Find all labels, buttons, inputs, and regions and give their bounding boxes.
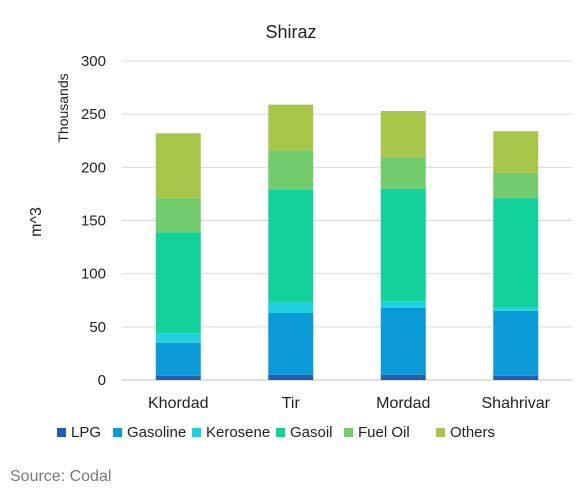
y-tick-labels: 0 50 100 150 200 250 300: [81, 53, 106, 389]
bar-segment-others: [155, 133, 201, 199]
legend-label: Others: [450, 424, 495, 441]
y-axis-label: m^3: [28, 207, 45, 237]
legend-label: Kerosene: [206, 424, 270, 441]
bar-segment-kerosene: [268, 302, 314, 314]
y-tick-label: 100: [81, 266, 106, 283]
legend-label: Gasoline: [127, 424, 186, 441]
y-tick-label: 0: [98, 372, 106, 389]
legend-swatch: [276, 428, 285, 437]
y-tick-label: 300: [81, 53, 106, 70]
y-tick-label: 250: [81, 106, 106, 123]
bar-segment-fuel-oil: [268, 150, 314, 190]
bar-segment-lpg: [268, 374, 314, 380]
bar-segment-kerosene: [493, 307, 539, 311]
legend-label: Gasoil: [290, 424, 333, 441]
y-tick-label: 200: [81, 159, 106, 176]
bar-segment-gasoline: [493, 310, 539, 376]
bar-segment-gasoline: [155, 342, 201, 376]
x-tick-label: Mordad: [376, 395, 430, 412]
x-tick-label: Shahrivar: [482, 395, 551, 412]
x-tick-labels: Khordad Tir Mordad Shahrivar: [148, 395, 551, 412]
bar-segment-others: [493, 131, 539, 173]
legend-swatch: [57, 428, 66, 437]
bar-segment-fuel-oil: [155, 198, 201, 233]
legend: LPG Gasoline Kerosene Gasoil Fuel Oil Others: [57, 424, 495, 441]
bar-segment-gasoil: [380, 188, 426, 302]
chart-svg: Shiraz Thousands m^3 050100150200250300 …: [28, 22, 572, 441]
legend-swatch: [344, 428, 353, 437]
bar-segment-kerosene: [380, 301, 426, 308]
legend-label: Fuel Oil: [358, 424, 410, 441]
bar-segment-gasoline: [380, 307, 426, 375]
source-note: Source: Codal: [10, 468, 112, 485]
y-axis-unit-label: Thousands: [55, 73, 71, 142]
legend-swatch: [192, 428, 201, 437]
bar-segment-kerosene: [155, 333, 201, 343]
bar-segment-others: [268, 104, 314, 151]
bar-segment-lpg: [155, 375, 201, 380]
chart-title: Shiraz: [265, 22, 316, 42]
bar-segment-gasoil: [268, 189, 314, 303]
legend-label: LPG: [71, 424, 101, 441]
bar-segment-gasoil: [155, 232, 201, 334]
bar-segment-fuel-oil: [380, 156, 426, 189]
y-tick-label: 150: [81, 213, 106, 230]
legend-swatch: [436, 428, 445, 437]
bar-segment-fuel-oil: [493, 172, 539, 199]
x-tick-label: Khordad: [148, 395, 209, 412]
bar-segment-gasoline: [268, 313, 314, 375]
bar-segment-lpg: [380, 374, 426, 380]
bar-segment-others: [380, 110, 426, 157]
x-tick-label: Tir: [282, 395, 301, 412]
bars: [155, 104, 539, 380]
bar-segment-lpg: [493, 375, 539, 380]
legend-swatch: [113, 428, 122, 437]
bar-segment-gasoil: [493, 198, 539, 308]
y-tick-label: 50: [89, 319, 106, 336]
